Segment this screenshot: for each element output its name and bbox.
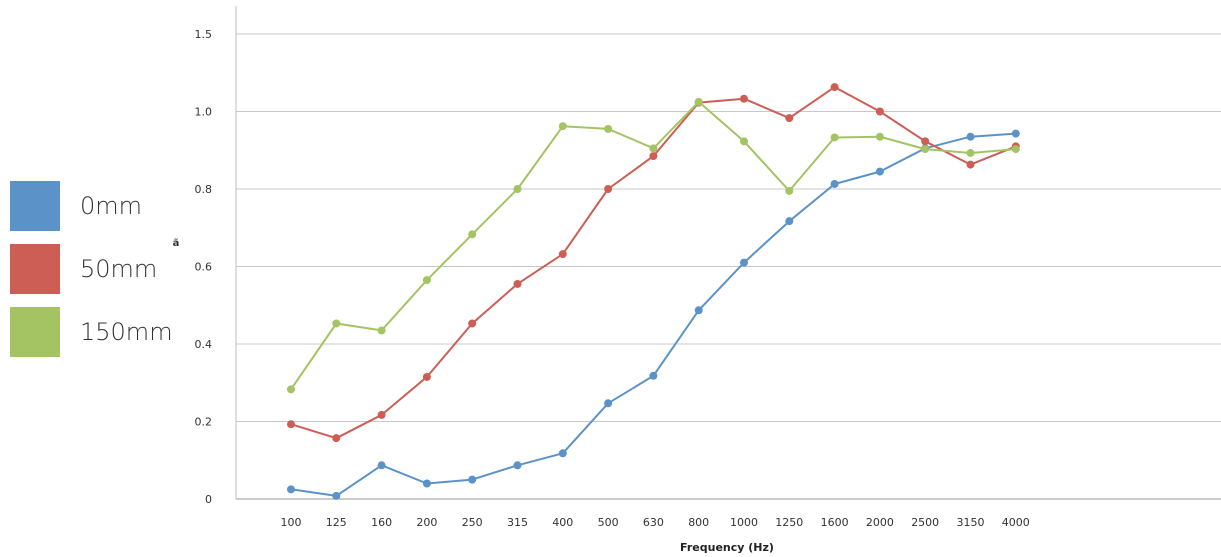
data-point: [377, 410, 386, 419]
x-tick-label: 800: [688, 516, 709, 529]
x-tick-label: 200: [416, 516, 437, 529]
data-point: [377, 326, 386, 335]
data-point: [332, 434, 341, 443]
data-point: [649, 152, 658, 161]
data-point: [287, 420, 295, 429]
data-point: [694, 306, 703, 315]
data-point: [513, 461, 522, 470]
data-point: [558, 122, 567, 131]
x-axis-label: Frequency (Hz): [680, 541, 774, 554]
y-tick-label: 0.6: [195, 261, 213, 274]
x-tick-label: 4000: [1002, 516, 1030, 529]
data-point: [921, 145, 930, 154]
data-point: [604, 124, 613, 133]
chart-annotation: ã: [173, 238, 180, 249]
data-point: [332, 319, 341, 328]
data-point: [558, 250, 567, 259]
data-point: [649, 371, 658, 380]
series-50mm: [287, 83, 1020, 443]
data-point: [422, 479, 431, 488]
data-point: [604, 399, 613, 408]
legend-label: 50mm: [80, 255, 158, 283]
x-tick-label: 3150: [957, 516, 985, 529]
data-point: [921, 137, 930, 146]
data-point: [830, 179, 839, 188]
x-tick-label: 630: [643, 516, 664, 529]
x-tick-label: 1000: [730, 516, 758, 529]
x-tick-label: 250: [462, 516, 483, 529]
legend-label: 0mm: [80, 192, 143, 220]
y-tick-label: 1.5: [195, 28, 213, 41]
x-tick-label: 1250: [775, 516, 803, 529]
data-point: [287, 385, 295, 394]
legend-swatch: [10, 181, 60, 231]
x-tick-label: 2500: [911, 516, 939, 529]
x-tick-label: 100: [281, 516, 302, 529]
data-point: [785, 114, 794, 123]
x-tick-label: 125: [326, 516, 347, 529]
y-tick-label: 0.8: [195, 183, 213, 196]
data-point: [875, 132, 884, 141]
data-point: [468, 230, 477, 239]
data-point: [1011, 145, 1020, 154]
y-tick-label: 0.2: [195, 416, 213, 429]
legend-swatch: [10, 307, 60, 357]
x-tick-labels: 100 125 160 200 250 315 400 500 630 800 1000 1250 16…: [281, 516, 1030, 529]
data-point: [649, 144, 658, 153]
data-point: [875, 167, 884, 176]
y-tick-labels: 0 0.2 0.4 0.6 0.8 1.0 1.5: [195, 28, 213, 506]
data-point: [966, 160, 975, 169]
data-point: [513, 279, 522, 288]
x-tick-label: 500: [598, 516, 619, 529]
grid-lines: [236, 33, 1221, 500]
series-group: [287, 83, 1020, 500]
data-point: [740, 94, 748, 103]
series-0mm: [287, 129, 1020, 500]
data-point: [740, 258, 748, 267]
data-point: [377, 461, 386, 470]
x-tick-label: 160: [371, 516, 392, 529]
x-tick-label: 1600: [821, 516, 849, 529]
x-tick-label: 2000: [866, 516, 894, 529]
data-point: [966, 132, 975, 141]
data-point: [785, 217, 794, 226]
series-line: [290, 132, 1016, 497]
data-point: [604, 185, 613, 193]
y-tick-label: 0.4: [195, 338, 213, 351]
data-point: [422, 276, 431, 285]
data-point: [332, 491, 341, 500]
data-point: [513, 185, 522, 193]
data-point: [1011, 129, 1020, 138]
data-point: [468, 475, 477, 484]
data-point: [422, 372, 431, 381]
y-tick-label: 0: [205, 493, 212, 506]
data-point: [830, 83, 839, 92]
data-point: [966, 148, 975, 157]
x-tick-label: 400: [552, 516, 573, 529]
data-point: [558, 449, 567, 458]
y-tick-label: 1.0: [195, 106, 213, 119]
data-point: [785, 186, 794, 195]
data-point: [740, 137, 748, 146]
data-point: [287, 485, 295, 494]
data-point: [875, 107, 884, 116]
x-tick-label: 315: [507, 516, 528, 529]
data-point: [694, 97, 703, 106]
legend-label: 150mm: [80, 318, 173, 346]
series-line: [290, 86, 1017, 440]
series-150mm: [287, 97, 1020, 394]
data-point: [830, 133, 839, 142]
legend-swatch: [10, 244, 60, 294]
data-point: [468, 319, 477, 328]
